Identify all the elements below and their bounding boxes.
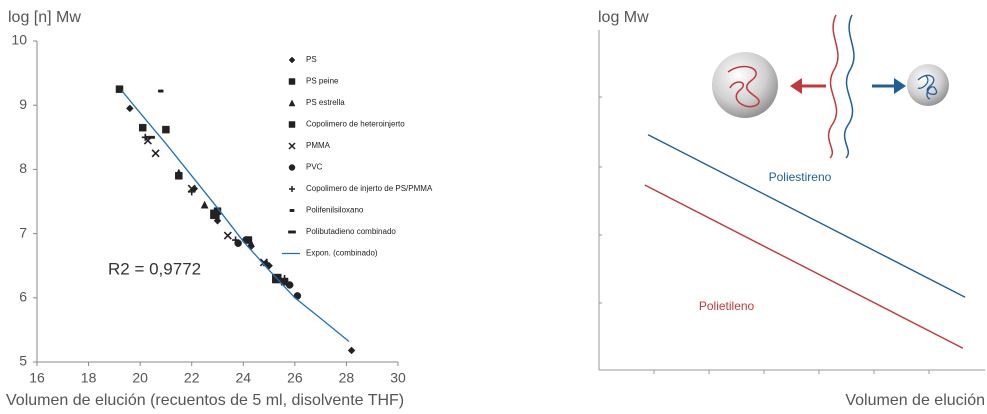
legend-marker [288, 230, 296, 234]
y-tick-label: 10 [11, 32, 27, 48]
point [281, 275, 289, 283]
small-coil-sphere [907, 64, 949, 106]
y-tick-label: 9 [19, 96, 27, 112]
series-label: Polietileno [699, 299, 755, 313]
point [259, 258, 268, 267]
x-tick-label: 28 [339, 370, 355, 386]
legend-label: Copolimero de heteroinjerto [306, 120, 405, 129]
x-axis-title: Volumen de elución (recuentos de 5 ml, d… [6, 392, 404, 409]
legend-label: Polibutadieno combinado [306, 227, 396, 236]
legend-label: PS estrella [306, 98, 345, 107]
y-tick-label: 5 [19, 353, 27, 369]
point [232, 236, 240, 244]
chain [843, 14, 855, 159]
chain [827, 14, 839, 159]
x-tick-label: 18 [81, 370, 97, 386]
point [347, 346, 356, 355]
point [188, 188, 196, 196]
coil [727, 65, 760, 108]
point [285, 281, 294, 289]
trend-line [121, 90, 350, 342]
y-tick-label: 6 [19, 289, 27, 305]
legend-marker [289, 186, 295, 192]
x-tick-label: 16 [29, 370, 45, 386]
legend-marker [288, 121, 296, 128]
point [242, 236, 250, 244]
y-axis-title: log Mw [598, 9, 649, 26]
x-tick-label: 24 [235, 370, 251, 386]
point [158, 89, 164, 93]
series-line [647, 134, 966, 298]
legend-marker [288, 56, 296, 64]
legend-marker [288, 78, 296, 85]
legend-marker [288, 142, 296, 150]
illustration [712, 14, 949, 159]
legend-label: PVC [306, 163, 323, 172]
legend-label: Expon. (combinado) [306, 249, 378, 258]
y-axis-title: log [n] Mw [8, 9, 81, 26]
legend-marker [288, 99, 296, 107]
legend-label: Copolimero de injerto de PS/PMMA [306, 184, 433, 193]
point [223, 231, 232, 240]
coil [917, 74, 938, 100]
y-tick-label: 7 [19, 224, 27, 240]
series-label: Poliestireno [769, 170, 832, 184]
x-tick-label: 20 [132, 370, 148, 386]
x-axis-title: Volumen de elución [845, 392, 985, 409]
point [125, 104, 134, 113]
point [200, 200, 209, 209]
legend-label: PMMA [306, 141, 331, 150]
x-tick-label: 22 [184, 370, 200, 386]
arrow-head [894, 78, 906, 94]
point [210, 209, 220, 220]
x-tick-label: 30 [390, 370, 406, 386]
point [174, 168, 183, 177]
legend-label: PS [306, 55, 317, 64]
large-coil-sphere [712, 52, 778, 118]
legend-label: PS peine [306, 77, 339, 86]
legend-label: Polifenilsiloxano [306, 206, 364, 215]
annotation: R2 = 0,9772 [108, 259, 201, 278]
legend-marker [289, 209, 295, 212]
y-tick-label: 8 [19, 160, 27, 176]
point [247, 239, 255, 247]
arrow-head [790, 78, 802, 94]
point [151, 149, 160, 158]
point [138, 123, 147, 132]
series-line [644, 184, 964, 349]
legend-marker [288, 164, 296, 171]
point [162, 125, 170, 134]
x-tick-label: 26 [287, 370, 303, 386]
point [146, 135, 155, 139]
